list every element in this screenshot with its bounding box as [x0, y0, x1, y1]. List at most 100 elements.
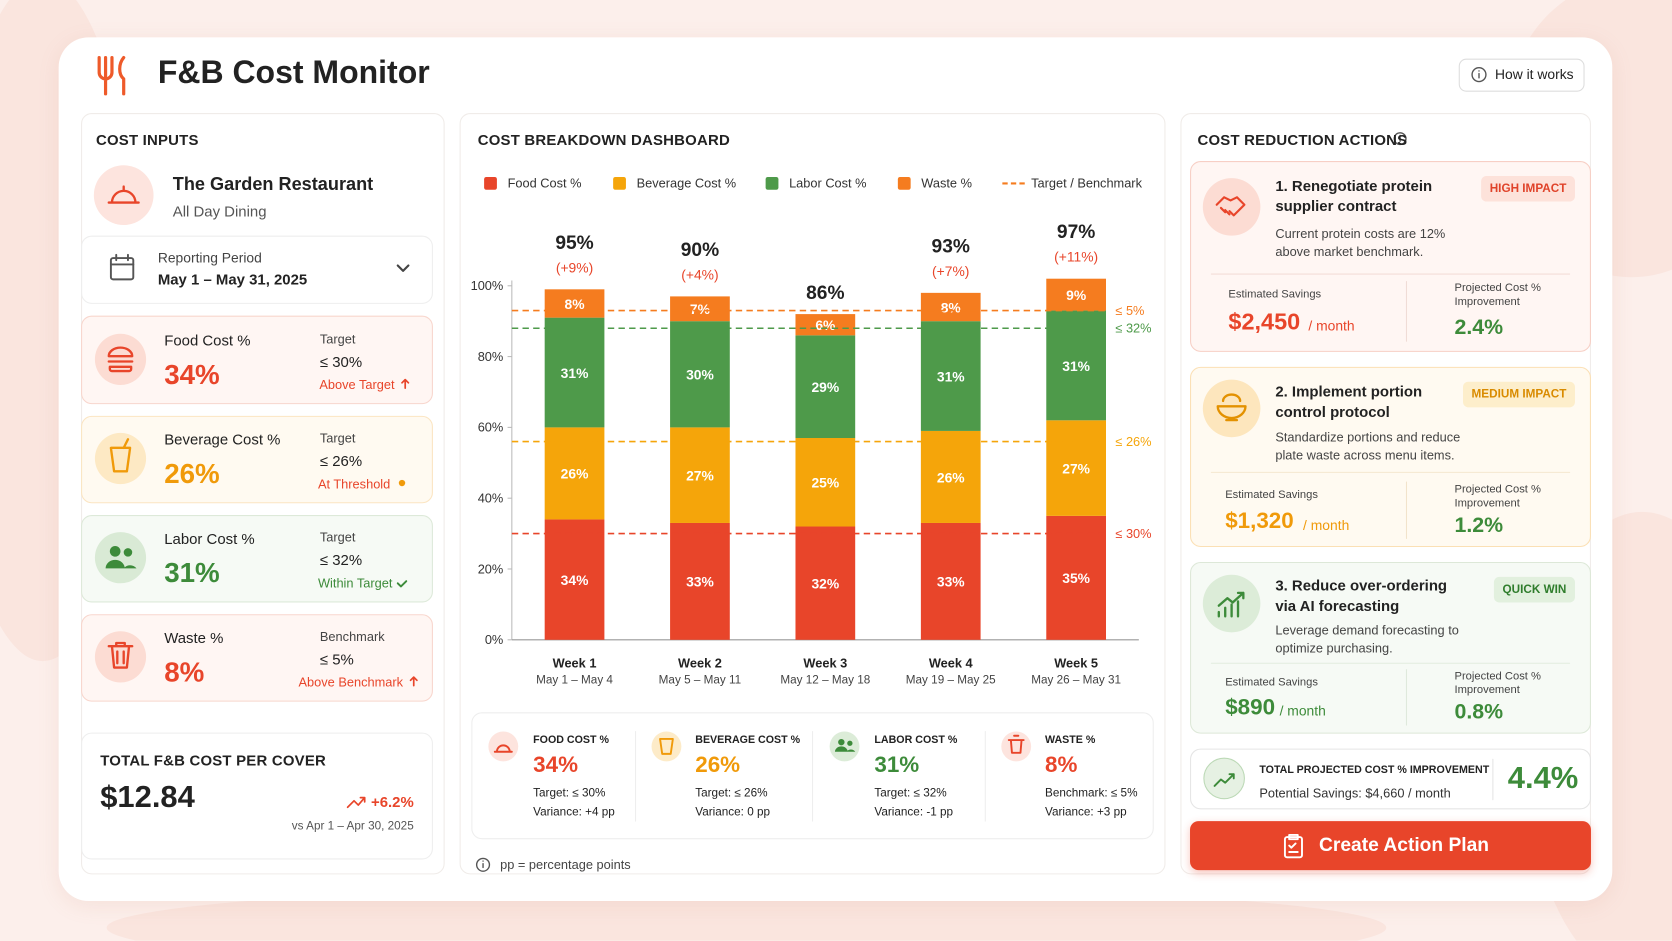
bar-segment: [544, 519, 605, 640]
metric-target: ≤ 5%: [319, 650, 354, 668]
section-title: COST REDUCTION ACTIONS: [1197, 131, 1408, 149]
segment-label: 31%: [561, 365, 589, 381]
bar-segment: [920, 430, 981, 523]
legend-swatch: [765, 177, 779, 190]
savings-unit: / month: [1303, 517, 1350, 534]
bar-segment: [795, 335, 856, 439]
bar-total: 86%: [806, 283, 844, 304]
summary-label: LABOR COST %: [874, 734, 958, 747]
segment-label: 33%: [937, 574, 965, 590]
x-tick-label: Week 4: [929, 656, 974, 671]
savings-value: $1,320: [1225, 508, 1294, 534]
segment-label: 35%: [1062, 570, 1090, 586]
metric-value: 31%: [164, 556, 220, 589]
metric-name: Food Cost %: [164, 331, 251, 349]
bar-total: 97%: [1057, 222, 1095, 243]
bar-change: (+7%): [932, 263, 969, 279]
total-change: +6.2%: [370, 793, 414, 811]
segment-label: 8%: [941, 299, 961, 315]
badge: [1493, 576, 1575, 603]
summary-value: 34%: [533, 752, 578, 778]
legend-label: Food Cost %: [508, 176, 582, 191]
bar-segment: [1046, 278, 1106, 311]
metric-target: ≤ 32%: [319, 551, 363, 569]
metric-status: At Threshold: [317, 476, 391, 492]
savings-value: $2,450: [1228, 308, 1301, 335]
bar-segment: [670, 522, 730, 640]
bar-segment: [670, 296, 730, 322]
period-select[interactable]: [81, 235, 433, 304]
metric-status: Above Benchmark: [298, 674, 404, 690]
bar-segment: [1046, 420, 1106, 516]
improvement-value: 1.2%: [1454, 513, 1504, 538]
bar-segment: [920, 292, 981, 322]
legend-label: Labor Cost %: [789, 176, 866, 191]
bar-total: 93%: [932, 236, 970, 257]
help-button[interactable]: [1458, 58, 1585, 92]
target-label: ≤ 5%: [1115, 303, 1144, 318]
action-description: Current protein costs are 12% above mark…: [1275, 226, 1446, 260]
metric-card: [81, 315, 433, 405]
button-label[interactable]: Create Action Plan: [1319, 833, 1489, 856]
action-title: 2. Implement portion control protocol: [1275, 382, 1423, 421]
metric-name: Waste %: [164, 629, 224, 647]
y-tick-label: 20%: [478, 561, 504, 576]
summary-label: FOOD COST %: [533, 734, 610, 747]
target-label: ≤ 30%: [1115, 526, 1151, 541]
legend-label: Beverage Cost %: [637, 176, 736, 191]
segment-label: 32%: [811, 575, 839, 591]
action-title: 3. Reduce over-ordering via AI forecasti…: [1275, 576, 1448, 615]
total-projected-card: [1190, 748, 1591, 810]
improvement-label: Projected Cost % Improvement: [1454, 483, 1541, 510]
badge-label: HIGH IMPACT: [1489, 182, 1567, 196]
summary-label: BEVERAGE COST %: [695, 734, 801, 747]
action-title: 1. Renegotiate protein supplier contract: [1275, 177, 1433, 215]
create-plan-button[interactable]: [1190, 821, 1591, 871]
metric-value: 8%: [164, 655, 205, 688]
legend-label: Waste %: [921, 176, 972, 191]
y-tick-label: 60%: [478, 420, 504, 435]
bar-change: (+4%): [681, 266, 718, 282]
x-tick-sublabel: May 26 – May 31: [1031, 674, 1121, 687]
summary-variance: Variance: +4 pp: [533, 806, 615, 819]
section-title: COST INPUTS: [95, 131, 199, 149]
x-tick-label: Week 5: [1054, 656, 1098, 671]
bar-segment: [920, 321, 981, 431]
total-card: [81, 732, 433, 860]
period-label: Reporting Period: [157, 249, 262, 266]
badge-label: MEDIUM IMPACT: [1471, 388, 1567, 401]
total-value: $12.84: [100, 780, 195, 815]
legend-swatch: [613, 177, 626, 190]
badge: [1463, 381, 1575, 408]
improvement-label: Projected Cost % Improvement: [1454, 669, 1541, 697]
savings-label: Estimated Savings: [1228, 287, 1322, 301]
improvement-label: Projected Cost % Improvement: [1454, 281, 1541, 309]
total-projected-value: 4.4%: [1507, 761, 1579, 796]
bar-segment: [795, 438, 856, 527]
metric-target: ≤ 26%: [319, 452, 363, 470]
y-tick-label: 100%: [471, 278, 504, 293]
x-tick-label: Week 3: [803, 656, 847, 671]
summary-target: Benchmark: ≤ 5%: [1045, 786, 1138, 800]
metric-target: ≤ 30%: [319, 352, 363, 371]
action-description: Leverage demand forecasting to optimize …: [1275, 622, 1459, 656]
bar-segment: [670, 427, 730, 523]
summary-variance: Variance: 0 pp: [695, 806, 771, 819]
segment-label: 25%: [811, 475, 839, 491]
x-tick-sublabel: May 19 – May 25: [906, 674, 996, 687]
savings-value: $890: [1225, 695, 1276, 720]
metric-status: Within Target: [317, 575, 393, 591]
segment-label: 31%: [937, 368, 965, 384]
action-description: Standardize portions and reduce plate wa…: [1275, 429, 1461, 463]
bar-change: (+11%): [1054, 249, 1098, 265]
segment-label: 26%: [937, 469, 965, 485]
metric-target-label: Benchmark: [319, 629, 385, 645]
summary-value: 26%: [695, 752, 741, 778]
period-value: May 1 – May 31, 2025: [157, 270, 308, 288]
savings-label: Estimated Savings: [1225, 488, 1318, 502]
total-title: TOTAL F&B COST PER COVER: [100, 751, 326, 769]
savings-label: Estimated Savings: [1225, 676, 1318, 689]
bar-total: 90%: [681, 240, 719, 261]
